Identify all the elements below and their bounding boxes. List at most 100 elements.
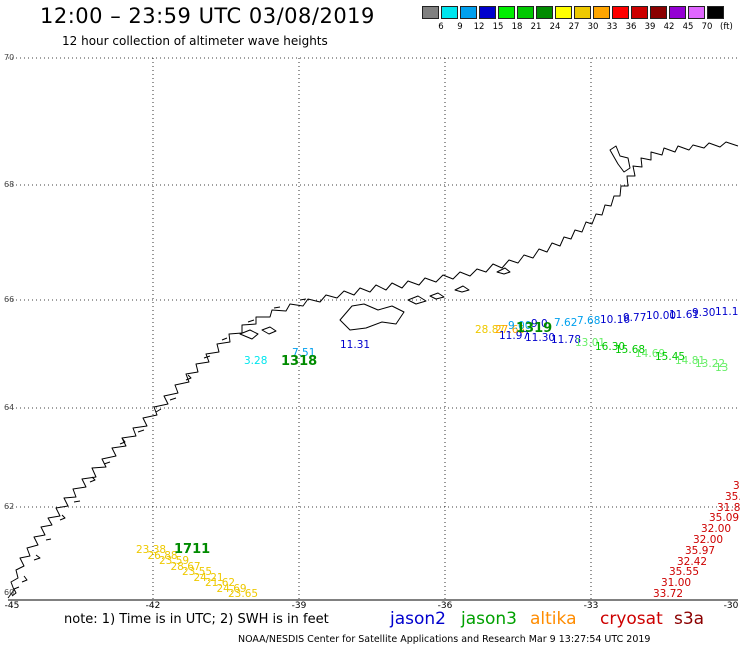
legend-swatch [612, 6, 629, 19]
wave-height-value: 14.69 [635, 347, 666, 360]
satellite-name-altika: altika [530, 609, 577, 629]
legend-level-label: 18 [511, 22, 523, 32]
wave-height-value: 7.62 [554, 316, 578, 329]
wave-height-value: 11.1 [715, 305, 739, 318]
wave-height-value: 3.28 [244, 355, 268, 367]
lat-label: 64 [4, 403, 15, 412]
wave-height-value: 32.00 [693, 534, 724, 546]
satellite-name-jason3: jason3 [461, 609, 517, 629]
wave-height-value: 27.63 [495, 324, 526, 336]
wave-height-value: 24.21 [193, 571, 224, 584]
wave-height-value: 7.51 [292, 347, 316, 359]
lat-label: 62 [4, 502, 15, 511]
legend-level-label: 24 [549, 22, 561, 32]
wave-height-value: 28.67 [170, 560, 201, 573]
legend-level-label: 6 [438, 22, 444, 32]
wave-height-value: 7.68 [577, 315, 601, 328]
legend-swatch [631, 6, 648, 19]
wave-height-value: 15.45 [655, 351, 686, 363]
lon-label: -45 [4, 601, 20, 611]
legend-swatch [536, 6, 553, 19]
lat-label: 66 [4, 295, 15, 304]
lon-label: -30 [723, 601, 739, 611]
pass-time-label: 1711 [174, 542, 211, 557]
wave-height-value: 21.62 [205, 577, 236, 589]
legend-swatch [707, 6, 724, 19]
wave-height-value: 35. [725, 490, 740, 503]
wave-height-value: 35.09 [709, 512, 740, 525]
page-subtitle: 12 hour collection of altimeter wave hei… [62, 34, 328, 48]
legend-level-label: 21 [530, 22, 542, 32]
pass-time-label: 1319 [516, 321, 553, 336]
legend-level-label: 27 [568, 22, 580, 32]
wave-height-value: 32.42 [677, 555, 708, 568]
wave-height-value: 14.81 [675, 354, 706, 367]
lat-label: 60 [4, 588, 15, 597]
wave-height-value: 10.00 [646, 310, 677, 323]
legend-level-label: 15 [492, 22, 504, 32]
wave-height-value: 32.00 [701, 523, 732, 536]
wave-height-value: 26.88 [147, 549, 178, 562]
wave-height-value: 16.30 [595, 340, 626, 353]
page-title: 12:00 – 23:59 UTC 03/08/2019 [40, 4, 375, 28]
wave-height-value: 9.00 [508, 320, 532, 332]
wave-height-value: 23.65 [228, 588, 259, 600]
legend-swatch [517, 6, 534, 19]
wave-height-value: 35.55 [669, 566, 700, 579]
legend-level-label: 33 [606, 22, 618, 32]
legend-level-label: 12 [473, 22, 485, 32]
graticule [8, 57, 738, 600]
legend-level-label: 36 [625, 22, 637, 32]
wave-height-value: 23.55 [182, 566, 213, 578]
lat-label: 70 [4, 53, 15, 62]
wave-height-value: 10.16 [600, 313, 631, 326]
legend-level-label: 9 [457, 22, 463, 32]
wave-height-value: 11.78 [551, 334, 582, 346]
legend-swatch [555, 6, 572, 19]
legend-swatch [460, 6, 477, 19]
legend-swatch [422, 6, 439, 19]
legend-level-label: 39 [644, 22, 656, 32]
wave-height-value: 11.30 [525, 332, 556, 344]
satellite-name-cryosat: cryosat [600, 609, 663, 629]
wave-height-value: 9.0 [531, 318, 548, 331]
wave-height-value: 31.00 [661, 577, 692, 590]
wave-height-value: 9.77 [623, 312, 647, 324]
lat-label: 68 [4, 180, 15, 189]
wave-height-value: 23.38 [136, 544, 167, 556]
legend-swatch [669, 6, 686, 19]
legend-level-label: 70 [701, 22, 713, 32]
legend-swatch [593, 6, 610, 19]
legend-level-label: 45 [682, 22, 694, 32]
legend-swatch [479, 6, 496, 19]
pass-time-label: 1318 [281, 354, 318, 369]
legend-swatch [441, 6, 458, 19]
lon-label: -36 [437, 601, 453, 611]
lon-label: -42 [145, 601, 161, 611]
wave-height-value: 11.97 [499, 330, 530, 342]
wave-height-value: 9.30 [692, 307, 716, 320]
legend-swatch [574, 6, 591, 19]
wave-height-value: 15.68 [615, 344, 646, 356]
wave-height-value: 13.22 [695, 358, 726, 370]
wave-height-value: 13 [715, 361, 729, 374]
wave-height-value: 35.97 [685, 544, 716, 557]
legend-swatch [688, 6, 705, 19]
credit-line: NOAA/NESDIS Center for Satellite Applica… [238, 634, 651, 645]
satellite-name-s3a: s3a [674, 609, 705, 629]
legend-unit: (ft) [720, 22, 733, 32]
greenland-coastline [7, 141, 739, 599]
wave-height-value: 13.01 [575, 337, 606, 349]
satellite-name-jason2: jason2 [390, 609, 446, 629]
wave-height-value: 23.59 [159, 555, 190, 567]
wave-height-value: 32 [733, 480, 740, 492]
legend-level-label: 30 [587, 22, 599, 32]
wave-height-value: 31.87 [717, 501, 740, 514]
wave-height-value: 11.61 [669, 308, 700, 321]
lon-label: -39 [291, 601, 307, 611]
lon-label: -33 [583, 601, 599, 611]
footer-note: note: 1) Time is in UTC; 2) SWH is in fe… [64, 612, 329, 627]
wave-height-value: 33.72 [653, 588, 684, 600]
